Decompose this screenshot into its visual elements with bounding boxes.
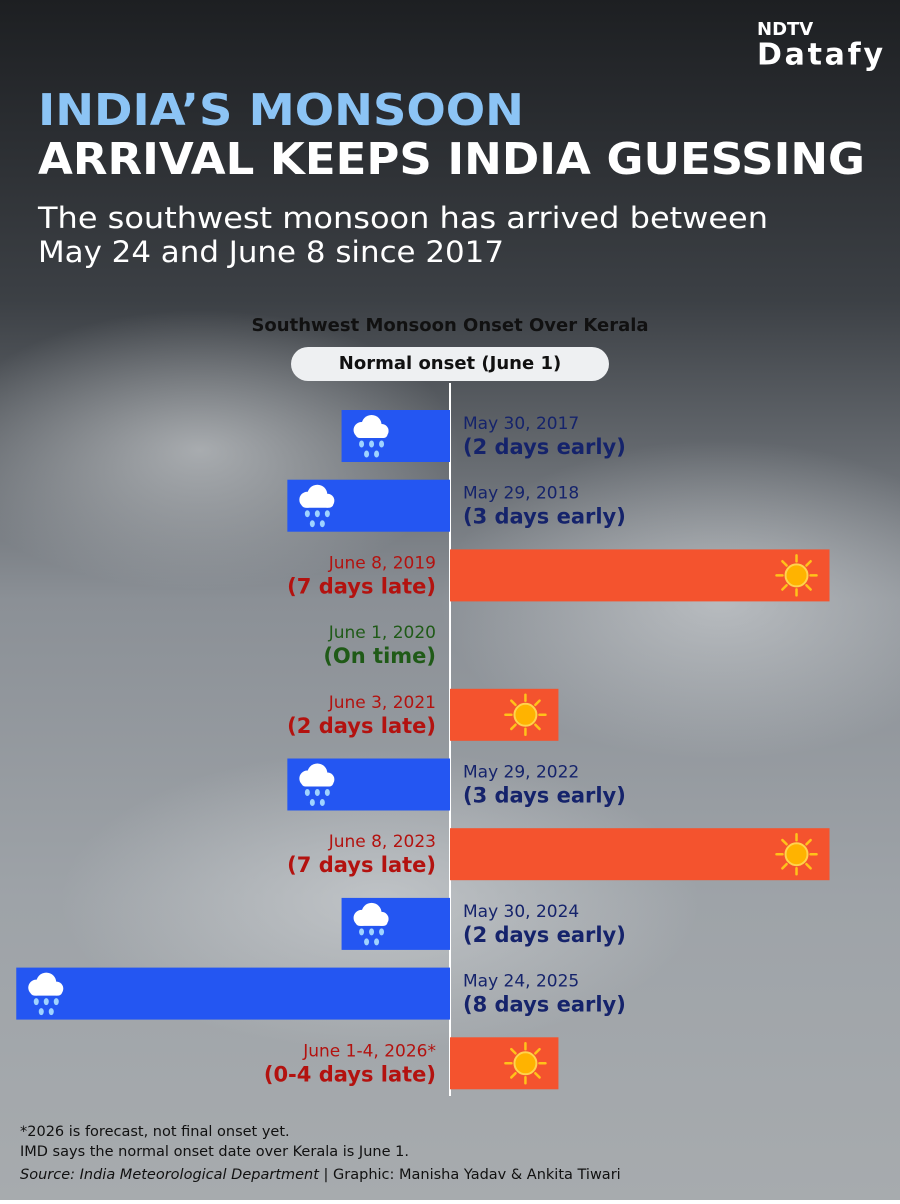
rain-icon xyxy=(299,763,335,806)
status-label: (2 days early) xyxy=(463,435,626,459)
icon-part xyxy=(355,430,388,438)
icon-part xyxy=(369,440,375,448)
icon-part xyxy=(781,560,788,567)
icon-part xyxy=(374,938,380,946)
source-text: Source: India Meteorological Department xyxy=(20,1167,320,1183)
icon-part xyxy=(510,1047,517,1055)
date-label: May 29, 2018 xyxy=(463,484,579,504)
icon-part xyxy=(301,499,334,508)
bar xyxy=(450,828,830,881)
date-label: May 30, 2024 xyxy=(463,902,579,922)
icon-part xyxy=(319,520,325,528)
icon-part xyxy=(359,440,365,448)
icon-part xyxy=(805,838,812,846)
source: Source: India Meteorological Department … xyxy=(20,1167,621,1183)
sun-icon xyxy=(775,554,818,597)
date-label: June 1-4, 2026* xyxy=(302,1041,436,1061)
date-label: June 8, 2019 xyxy=(328,553,436,573)
icon-part xyxy=(304,789,310,796)
title-line: INDIA’S MONSOON xyxy=(38,85,524,136)
subtitle-line: The southwest monsoon has arrived betwee… xyxy=(37,201,768,235)
icon-part xyxy=(374,450,380,458)
icon-part xyxy=(364,450,370,458)
icon-part xyxy=(534,699,541,707)
icon-part xyxy=(309,799,315,806)
status-label: (On time) xyxy=(323,644,436,668)
status-label: (7 days late) xyxy=(287,574,436,598)
icon-part xyxy=(301,778,334,787)
reference-label: Normal onset (June 1) xyxy=(339,353,561,374)
brand-bottom: Datafy xyxy=(757,38,883,73)
icon-part xyxy=(304,510,310,518)
note: *2026 is forecast, not final onset yet. xyxy=(20,1124,290,1140)
icon-part xyxy=(784,563,809,588)
credit: | Graphic: Manisha Yadav & Ankita Tiwari xyxy=(319,1167,621,1183)
icon-part xyxy=(534,1071,541,1079)
icon-part xyxy=(38,1008,44,1016)
date-label: June 1, 2020 xyxy=(328,623,436,643)
note: IMD says the normal onset date over Kera… xyxy=(20,1144,409,1160)
icon-part xyxy=(513,1051,538,1076)
date-label: June 8, 2023 xyxy=(328,832,436,852)
sun-icon xyxy=(504,693,547,737)
icon-part xyxy=(513,702,538,727)
icon-part xyxy=(369,928,375,936)
date-label: June 3, 2021 xyxy=(328,693,436,713)
icon-part xyxy=(48,1008,54,1016)
sun-icon xyxy=(504,1042,547,1085)
icon-part xyxy=(510,699,517,707)
icon-part xyxy=(781,838,788,846)
icon-part xyxy=(309,520,315,528)
status-label: (7 days late) xyxy=(287,853,436,877)
status-label: (8 days early) xyxy=(463,993,626,1017)
icon-part xyxy=(30,987,63,996)
icon-part xyxy=(379,440,385,448)
icon-part xyxy=(43,998,49,1006)
icon-part xyxy=(324,789,330,796)
icon-part xyxy=(364,938,370,946)
icon-part xyxy=(319,799,325,806)
icon-part xyxy=(805,560,812,567)
rain-icon xyxy=(353,415,389,458)
rain-icon xyxy=(28,972,64,1016)
icon-part xyxy=(534,1047,541,1055)
icon-part xyxy=(805,584,812,591)
date-label: May 24, 2025 xyxy=(463,972,579,992)
icon-part xyxy=(781,862,788,870)
status-label: (3 days early) xyxy=(463,784,626,808)
status-label: (2 days late) xyxy=(287,714,436,738)
rain-icon xyxy=(353,902,389,946)
bar xyxy=(450,549,830,602)
sun-icon xyxy=(775,832,818,876)
icon-part xyxy=(781,584,788,591)
title-line: ARRIVAL KEEPS INDIA GUESSING xyxy=(38,134,865,185)
icon-part xyxy=(324,510,330,518)
brand-top: NDTV xyxy=(757,19,813,40)
bar xyxy=(16,967,450,1020)
icon-part xyxy=(359,928,365,936)
icon-part xyxy=(33,998,39,1006)
status-label: (3 days early) xyxy=(463,505,626,529)
rain-icon xyxy=(299,484,335,528)
icon-part xyxy=(805,862,812,870)
date-label: May 30, 2017 xyxy=(463,414,579,434)
status-label: (2 days early) xyxy=(463,923,626,947)
date-label: May 29, 2022 xyxy=(463,763,579,783)
subtitle-line: May 24 and June 8 since 2017 xyxy=(38,235,504,269)
icon-part xyxy=(510,1071,517,1079)
icon-part xyxy=(314,789,320,796)
icon-part xyxy=(53,998,59,1006)
icon-part xyxy=(379,928,385,936)
chart-title: Southwest Monsoon Onset Over Kerala xyxy=(251,315,648,336)
icon-part xyxy=(314,510,320,518)
icon-part xyxy=(534,723,541,731)
icon-part xyxy=(784,842,809,867)
status-label: (0-4 days late) xyxy=(264,1062,436,1086)
icon-part xyxy=(355,917,388,926)
icon-part xyxy=(510,723,517,731)
reference-pill xyxy=(291,347,609,381)
